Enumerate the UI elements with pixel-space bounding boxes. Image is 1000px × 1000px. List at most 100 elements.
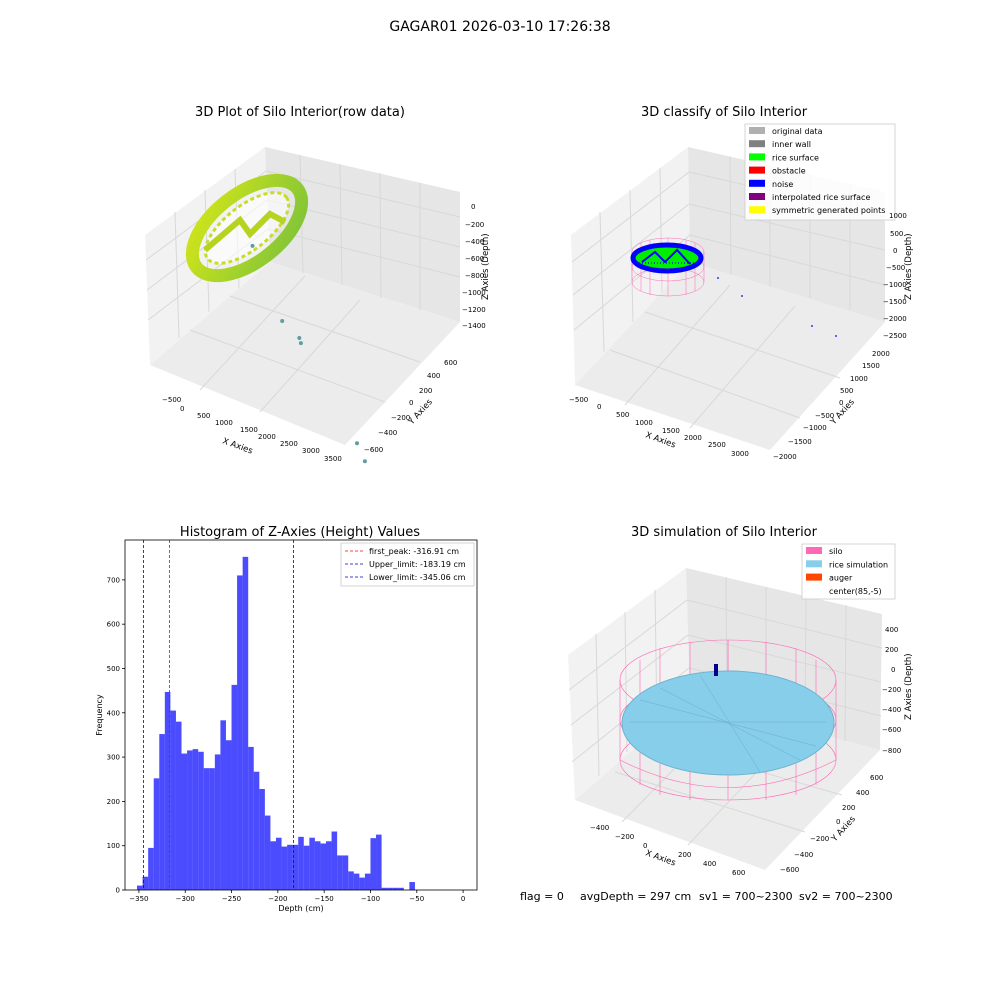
legend-swatch xyxy=(749,153,765,161)
x-tick-label: −300 xyxy=(176,895,195,903)
x-axis-label: X Axies xyxy=(221,436,254,456)
y-tick-label: 400 xyxy=(427,372,440,380)
x-tick-label: 600 xyxy=(732,869,745,877)
y-tick-label: −1500 xyxy=(788,438,812,446)
plot-frame xyxy=(124,539,478,891)
z-tick-label: −2500 xyxy=(883,332,907,340)
z-tick-label: −800 xyxy=(465,272,484,280)
x-tick-label: 0 xyxy=(597,403,601,411)
sv1-value: sv1 = 700~2300 xyxy=(699,890,793,903)
y-tick-label: 700 xyxy=(107,576,120,584)
histogram-bar xyxy=(198,751,204,890)
histogram-bar xyxy=(220,720,226,890)
legend-swatch xyxy=(806,573,822,581)
y-ticks: 0 100 200 300 400 500 600 700 xyxy=(107,576,125,895)
y-tick-label: 400 xyxy=(107,709,120,717)
z-tick-label: −200 xyxy=(465,221,484,229)
x-tick-label: 3500 xyxy=(324,455,342,463)
z-tick-label: −1400 xyxy=(462,322,486,330)
histogram-bar xyxy=(231,684,238,890)
panel-title: 3D classify of Silo Interior xyxy=(641,105,808,120)
histogram-bar xyxy=(225,740,232,890)
y-tick-label: 0 xyxy=(836,818,840,826)
x-tick-label: 0 xyxy=(643,842,647,850)
histogram-bar xyxy=(309,837,315,890)
histogram-bar xyxy=(187,750,193,890)
z-tick-label: −500 xyxy=(886,264,905,272)
histogram-bar xyxy=(398,887,404,890)
z-tick-label: −1000 xyxy=(462,289,486,297)
y-tick-label: 400 xyxy=(856,789,869,797)
x-tick-label: 1500 xyxy=(240,426,258,434)
histogram-bar xyxy=(320,843,327,890)
x-tick-label: −200 xyxy=(615,833,634,841)
x-tick-label: 2500 xyxy=(280,440,298,448)
z-tick-label: −200 xyxy=(882,686,901,694)
x-tick-labels: −400 −200 0 200 400 600 xyxy=(590,824,745,877)
x-tick-label: 2000 xyxy=(684,434,702,442)
y-tick-label: 200 xyxy=(842,804,855,812)
y-tick-label: 1500 xyxy=(862,362,880,370)
panel-classify: 3D classify of Silo Interior xyxy=(569,105,914,461)
histogram-bars xyxy=(137,556,415,890)
y-tick-labels: −600 −400 −200 0 200 400 600 xyxy=(364,359,457,454)
x-tick-label: −250 xyxy=(222,895,241,903)
status-line: flag = 0 avgDepth = 297 cm sv1 = 700~230… xyxy=(520,890,893,903)
figure-title: GAGAR01 2026-03-10 17:26:38 xyxy=(389,19,610,35)
y-tick-label: −2000 xyxy=(773,453,797,461)
histogram-bar xyxy=(153,778,160,890)
rice-surface xyxy=(621,670,835,776)
x-tick-label: −400 xyxy=(590,824,609,832)
histogram-bar xyxy=(303,845,310,890)
x-tick-label: −150 xyxy=(315,895,334,903)
histogram-bar xyxy=(392,887,399,890)
z-tick-label: −800 xyxy=(882,747,901,755)
z-tick-label: −1000 xyxy=(883,281,907,289)
z-tick-label: 1000 xyxy=(889,212,907,220)
histogram-bar xyxy=(264,815,271,890)
y-tick-labels: −2000 −1500 −1000 −500 0 500 1000 1500 2… xyxy=(773,350,890,461)
histogram-bar xyxy=(287,844,293,890)
outlier-point xyxy=(362,459,367,464)
histogram-bar xyxy=(181,753,188,890)
panel-title: 3D simulation of Silo Interior xyxy=(631,525,818,540)
z-axis-label: Z Axies (Depth) xyxy=(481,233,491,300)
legend-swatch xyxy=(749,166,765,174)
x-tick-label: −200 xyxy=(268,895,287,903)
x-tick-label: 2000 xyxy=(258,433,276,441)
histogram-bar xyxy=(259,788,265,890)
legend-swatch xyxy=(806,547,822,554)
histogram-bar xyxy=(364,873,371,890)
y-tick-label: −400 xyxy=(794,851,813,859)
y-tick-label: 0 xyxy=(839,399,843,407)
histogram-bar xyxy=(292,844,299,890)
z-tick-label: 200 xyxy=(885,646,898,654)
z-tick-labels: 0 −200 −400 −600 −800 −1000 −1200 −1400 xyxy=(462,203,486,330)
point-cloud-ring xyxy=(185,173,309,283)
histogram-bar xyxy=(331,831,338,890)
x-tick-label: −50 xyxy=(409,895,424,903)
legend-entry: Lower_limit: -345.06 cm xyxy=(369,573,466,582)
legend: first_peak: -316.91 cm Upper_limit: -183.… xyxy=(340,542,475,587)
x-tick-label: 1000 xyxy=(215,419,233,427)
histogram-bar xyxy=(337,855,343,890)
x-tick-label: 0 xyxy=(461,895,465,903)
histogram-bar xyxy=(164,691,171,890)
y-tick-label: 500 xyxy=(840,387,853,395)
outlier-point xyxy=(250,243,255,248)
auger xyxy=(714,664,718,676)
x-tick-label: 0 xyxy=(180,405,184,413)
panel-simulation: 3D simulation of Silo Interior xyxy=(568,525,914,877)
threshold-lines xyxy=(143,540,294,890)
legend: silo rice simulation auger center(85,-5) xyxy=(801,543,896,600)
y-tick-label: 100 xyxy=(107,842,120,850)
histogram-bar xyxy=(209,768,215,890)
histogram-bar xyxy=(175,721,182,890)
silo-front-wire xyxy=(619,759,837,788)
histogram-bar xyxy=(370,838,377,890)
x-tick-labels: −500 0 500 1000 1500 2000 2500 3000 xyxy=(569,396,749,458)
y-tick-label: −200 xyxy=(810,835,829,843)
x-tick-label: −500 xyxy=(162,396,181,404)
legend-entry: auger xyxy=(829,574,853,583)
